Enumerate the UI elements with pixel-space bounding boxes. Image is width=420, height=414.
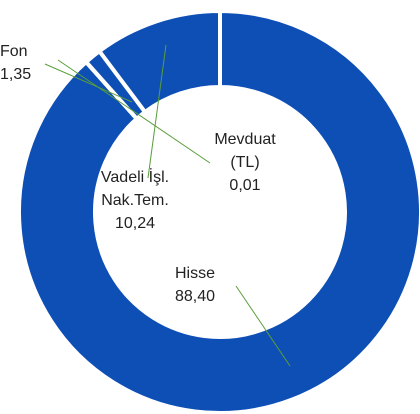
category-label: Hisse — [174, 265, 215, 282]
leader-line — [57, 59, 211, 164]
category-label: Mevduat (TL) — [214, 131, 276, 171]
data-label: Fon 1,35 — [0, 40, 50, 86]
data-label: Mevduat (TL) 0,01 — [200, 128, 290, 197]
donut-segment — [17, 8, 420, 414]
leader-line — [147, 44, 167, 179]
value-label: 0,01 — [229, 177, 261, 194]
value-label: 10,24 — [114, 215, 156, 232]
data-label: Hisse 88,40 — [150, 262, 240, 308]
data-label: Vadeli İşl. Nak.Tem. 10,24 — [85, 166, 185, 235]
leader-line — [235, 285, 291, 367]
donut-segment — [96, 8, 222, 115]
category-label: Vadeli İşl. Nak.Tem. — [100, 169, 170, 209]
leader-line — [44, 63, 133, 103]
value-label: 1,35 — [0, 66, 32, 83]
category-label: Fon — [0, 43, 28, 60]
value-label: 88,40 — [174, 288, 216, 305]
